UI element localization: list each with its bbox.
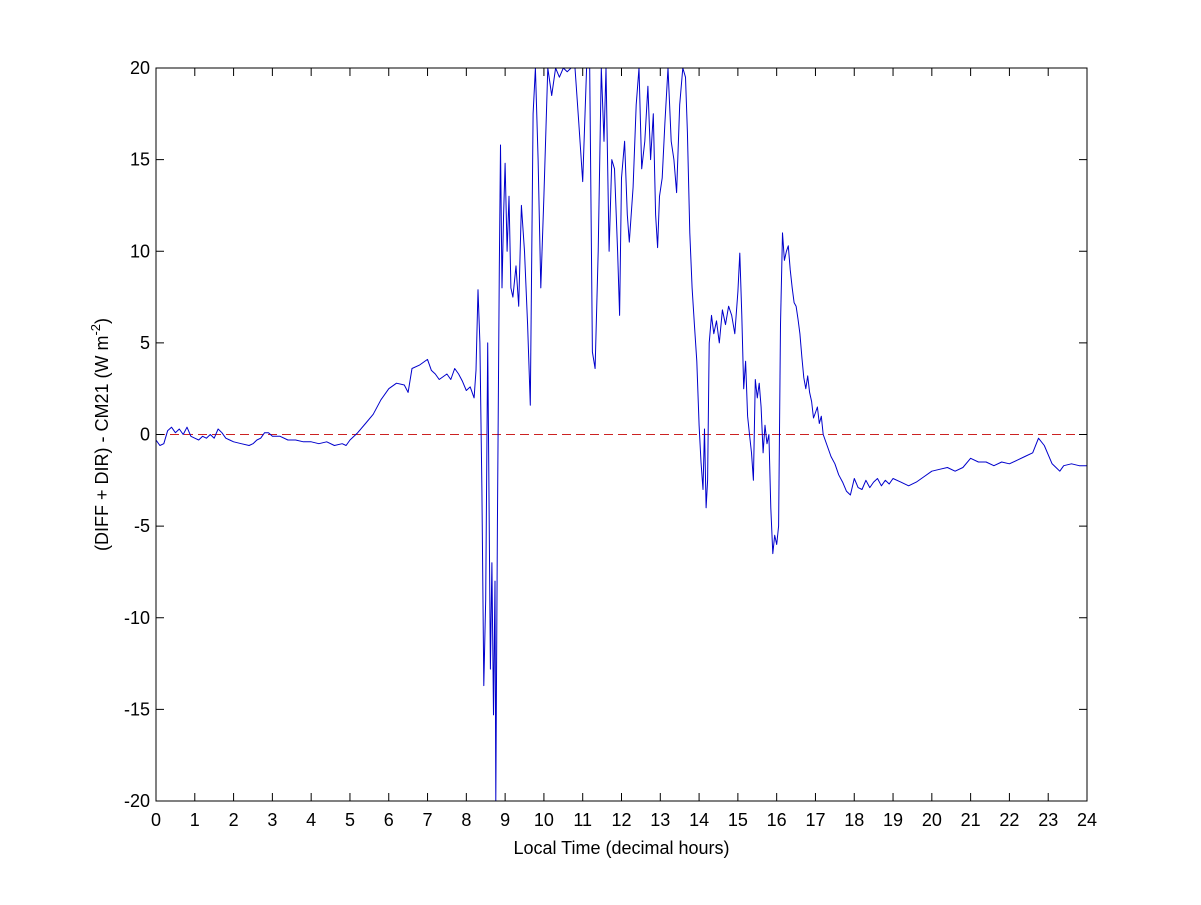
x-tick-label: 4 [306, 810, 316, 830]
y-tick-label: 15 [130, 150, 150, 170]
x-tick-label: 5 [345, 810, 355, 830]
x-tick-label: 21 [961, 810, 981, 830]
x-tick-label: 6 [384, 810, 394, 830]
x-tick-label: 13 [650, 810, 670, 830]
x-tick-label: 20 [922, 810, 942, 830]
x-tick-label: 19 [883, 810, 903, 830]
x-tick-label: 8 [461, 810, 471, 830]
y-tick-label: -10 [124, 608, 150, 628]
x-tick-label: 0 [151, 810, 161, 830]
y-tick-label: 0 [140, 425, 150, 445]
x-tick-label: 22 [999, 810, 1019, 830]
x-tick-label: 17 [805, 810, 825, 830]
x-tick-label: 9 [500, 810, 510, 830]
x-tick-label: 10 [534, 810, 554, 830]
y-axis-label-superscript: -2 [88, 324, 103, 336]
x-tick-label: 14 [689, 810, 709, 830]
y-axis: -20 -15 -10 -5 0 5 10 15 20 [124, 58, 1087, 811]
x-tick-label: 1 [190, 810, 200, 830]
y-tick-label: -20 [124, 791, 150, 811]
y-axis-label: (DIFF + DIR) - CM21 (W m-2) [88, 318, 112, 551]
y-axis-label-close: ) [92, 318, 112, 324]
y-tick-label: 20 [130, 58, 150, 78]
x-tick-label: 3 [267, 810, 277, 830]
y-tick-label: 10 [130, 241, 150, 261]
y-axis-label-main: (DIFF + DIR) - CM21 (W m [92, 336, 112, 551]
x-axis: 0 1 2 3 4 5 6 7 8 9 10 11 12 13 14 15 16 17 18 19 20 21 22 23 24 [151, 68, 1097, 830]
y-tick-label: 5 [140, 333, 150, 353]
x-tick-label: 23 [1038, 810, 1058, 830]
x-tick-label: 11 [573, 810, 592, 830]
y-tick-label: -15 [124, 699, 150, 719]
series-line [156, 68, 1087, 801]
x-tick-label: 15 [728, 810, 748, 830]
x-tick-label: 7 [423, 810, 433, 830]
x-tick-label: 16 [767, 810, 787, 830]
x-tick-label: 12 [611, 810, 631, 830]
x-axis-label: Local Time (decimal hours) [513, 838, 729, 858]
x-tick-label: 24 [1077, 810, 1097, 830]
series-layer [156, 68, 1087, 801]
x-tick-label: 18 [844, 810, 864, 830]
y-tick-label: -5 [134, 516, 150, 536]
x-tick-label: 2 [229, 810, 239, 830]
